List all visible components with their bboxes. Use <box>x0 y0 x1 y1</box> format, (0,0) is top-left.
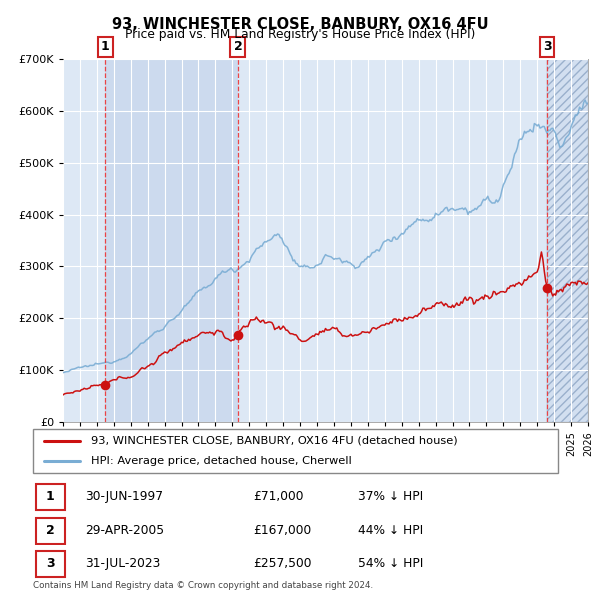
Text: £71,000: £71,000 <box>254 490 304 503</box>
Text: Contains HM Land Registry data © Crown copyright and database right 2024.: Contains HM Land Registry data © Crown c… <box>33 581 373 590</box>
Text: 37% ↓ HPI: 37% ↓ HPI <box>359 490 424 503</box>
FancyBboxPatch shape <box>33 429 558 473</box>
Bar <box>547 59 588 422</box>
Bar <box>63 59 106 422</box>
Bar <box>106 59 238 422</box>
FancyBboxPatch shape <box>35 517 65 543</box>
Text: 1: 1 <box>101 41 110 54</box>
Text: £167,000: £167,000 <box>254 524 312 537</box>
Bar <box>238 59 547 422</box>
Bar <box>547 59 588 422</box>
Text: £257,500: £257,500 <box>254 558 312 571</box>
Text: Price paid vs. HM Land Registry's House Price Index (HPI): Price paid vs. HM Land Registry's House … <box>125 28 475 41</box>
Text: 30-JUN-1997: 30-JUN-1997 <box>86 490 163 503</box>
Text: 31-JUL-2023: 31-JUL-2023 <box>86 558 161 571</box>
FancyBboxPatch shape <box>35 484 65 510</box>
Text: HPI: Average price, detached house, Cherwell: HPI: Average price, detached house, Cher… <box>91 456 352 466</box>
Text: 1: 1 <box>46 490 55 503</box>
Text: 54% ↓ HPI: 54% ↓ HPI <box>359 558 424 571</box>
Text: 2: 2 <box>46 524 55 537</box>
Text: 93, WINCHESTER CLOSE, BANBURY, OX16 4FU (detached house): 93, WINCHESTER CLOSE, BANBURY, OX16 4FU … <box>91 436 457 446</box>
Text: 2: 2 <box>233 41 242 54</box>
Text: 3: 3 <box>543 41 551 54</box>
Text: 44% ↓ HPI: 44% ↓ HPI <box>359 524 424 537</box>
Text: 93, WINCHESTER CLOSE, BANBURY, OX16 4FU: 93, WINCHESTER CLOSE, BANBURY, OX16 4FU <box>112 17 488 31</box>
FancyBboxPatch shape <box>35 551 65 577</box>
Text: 3: 3 <box>46 558 55 571</box>
Text: 29-APR-2005: 29-APR-2005 <box>86 524 164 537</box>
